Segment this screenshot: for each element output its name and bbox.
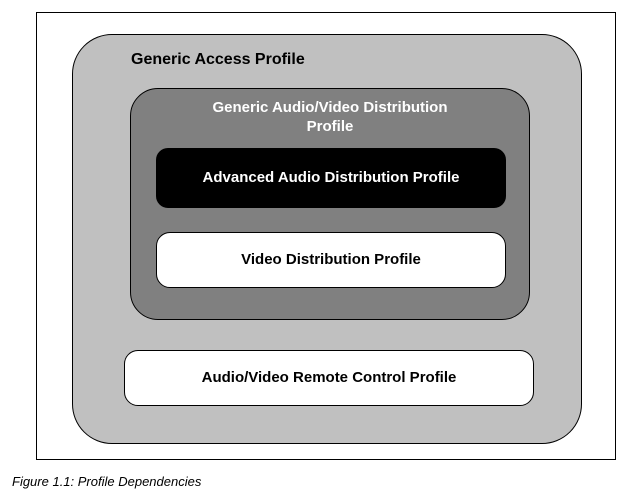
generic-access-profile-label: Generic Access Profile	[131, 51, 305, 69]
video-distribution-profile-box: Video Distribution Profile	[156, 232, 506, 288]
av-remote-control-profile-box: Audio/Video Remote Control Profile	[124, 350, 534, 406]
advanced-audio-distribution-profile-box: Advanced Audio Distribution Profile	[156, 148, 506, 208]
profile-label: Video Distribution Profile	[241, 251, 421, 270]
generic-av-distribution-profile-label: Generic Audio/Video Distribution Profile	[131, 99, 529, 137]
figure-caption: Figure 1.1: Profile Dependencies	[12, 474, 201, 489]
profile-label: Advanced Audio Distribution Profile	[203, 169, 460, 188]
profile-label: Audio/Video Remote Control Profile	[202, 369, 457, 388]
